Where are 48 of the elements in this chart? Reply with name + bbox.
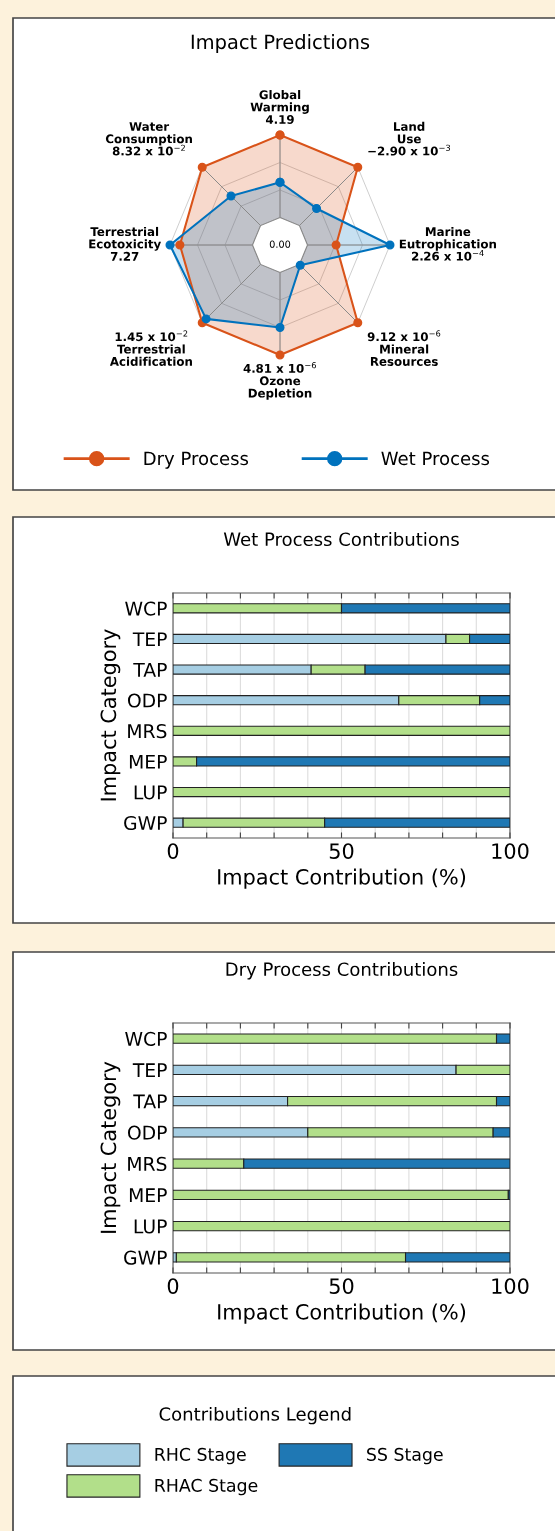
legend-label: SS Stage bbox=[367, 1447, 443, 1465]
bar bbox=[173, 1189, 509, 1201]
spoke-label: 9.12 x 10$^{−6}$ Mineral Resources bbox=[367, 330, 441, 366]
x-tick-label: 0 bbox=[167, 1278, 179, 1294]
legend-label: Dry Process bbox=[144, 451, 249, 469]
legend-label: Wet Process bbox=[381, 451, 490, 466]
chart-title: Wet Process Contributions bbox=[223, 532, 459, 547]
y-tick-label: WCP bbox=[125, 1031, 167, 1047]
y-tick-label: GWP bbox=[124, 1250, 167, 1265]
y-tick-label: ODP bbox=[127, 1125, 167, 1140]
spoke-label: Terrestrial Ecotoxicity 7.27 bbox=[89, 226, 161, 261]
legend-label: RHAC Stage bbox=[155, 1478, 258, 1496]
y-tick-label: MRS bbox=[128, 724, 167, 739]
y-tick-label: WCP bbox=[125, 601, 167, 616]
spoke-label: Marine Eutrophication 2.26 x 10$^{−4}$ bbox=[399, 226, 496, 261]
y-tick-label: MEP bbox=[129, 754, 167, 769]
legend-label: RHC Stage bbox=[155, 1447, 246, 1465]
bar bbox=[173, 786, 510, 798]
y-tick-label: ODP bbox=[127, 693, 167, 708]
y-tick-label: GWP bbox=[124, 815, 167, 831]
spoke-label: Land Use −2.90 x 10$^{−3}$ bbox=[368, 121, 451, 156]
y-tick-label: TAP bbox=[133, 1094, 167, 1109]
x-tick-label: 50 bbox=[329, 1278, 354, 1294]
text: 0.00 bbox=[269, 240, 291, 248]
x-axis-title: Impact Contribution (%) bbox=[218, 868, 466, 889]
x-tick-label: 50 bbox=[329, 843, 354, 859]
y-tick-label: MRS bbox=[128, 1156, 167, 1172]
spoke-label: 1.45 x 10$^{−2}$ Terrestrial Acidification bbox=[109, 330, 192, 366]
x-tick-label: 100 bbox=[492, 1278, 529, 1294]
spoke-label: 4.81 x 10$^{−6}$ Ozone Depletion bbox=[243, 362, 317, 400]
y-tick-label: LUP bbox=[134, 1219, 167, 1234]
bar bbox=[173, 725, 510, 736]
chart-title: Impact Predictions bbox=[191, 34, 370, 53]
y-axis-title: Impact Category bbox=[100, 1061, 121, 1233]
y-tick-label: TAP bbox=[133, 663, 167, 677]
y-tick-label: MEP bbox=[129, 1188, 167, 1202]
x-axis-title: Impact Contribution (%) bbox=[218, 1303, 466, 1324]
x-tick-label: 0 bbox=[167, 843, 179, 859]
bar bbox=[173, 1220, 510, 1232]
x-tick-label: 100 bbox=[492, 843, 529, 859]
y-tick-label: LUP bbox=[134, 785, 167, 800]
spoke-label: Water Consumption 8.32 x 10$^{−2}$ bbox=[105, 122, 192, 156]
legend-title: Contributions Legend bbox=[159, 1406, 351, 1425]
chart-title: Dry Process Contributions bbox=[226, 962, 458, 980]
spoke-label: Global Warming 4.19 bbox=[250, 90, 309, 124]
y-tick-label: TEP bbox=[132, 1063, 167, 1077]
y-tick-label: TEP bbox=[132, 632, 167, 647]
y-axis-title: Impact Category bbox=[100, 629, 121, 801]
